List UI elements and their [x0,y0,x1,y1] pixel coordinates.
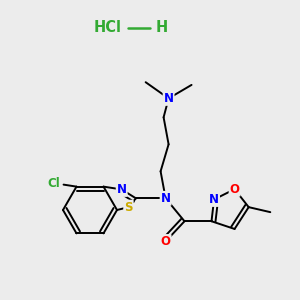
Text: N: N [117,183,127,196]
Text: O: O [160,235,171,248]
Text: H: H [156,20,168,35]
Text: Cl: Cl [47,177,60,190]
Text: O: O [230,183,240,196]
Text: N: N [160,192,171,205]
Text: HCl: HCl [94,20,122,35]
Text: N: N [164,92,174,105]
Text: N: N [209,193,219,206]
Text: S: S [124,201,133,214]
